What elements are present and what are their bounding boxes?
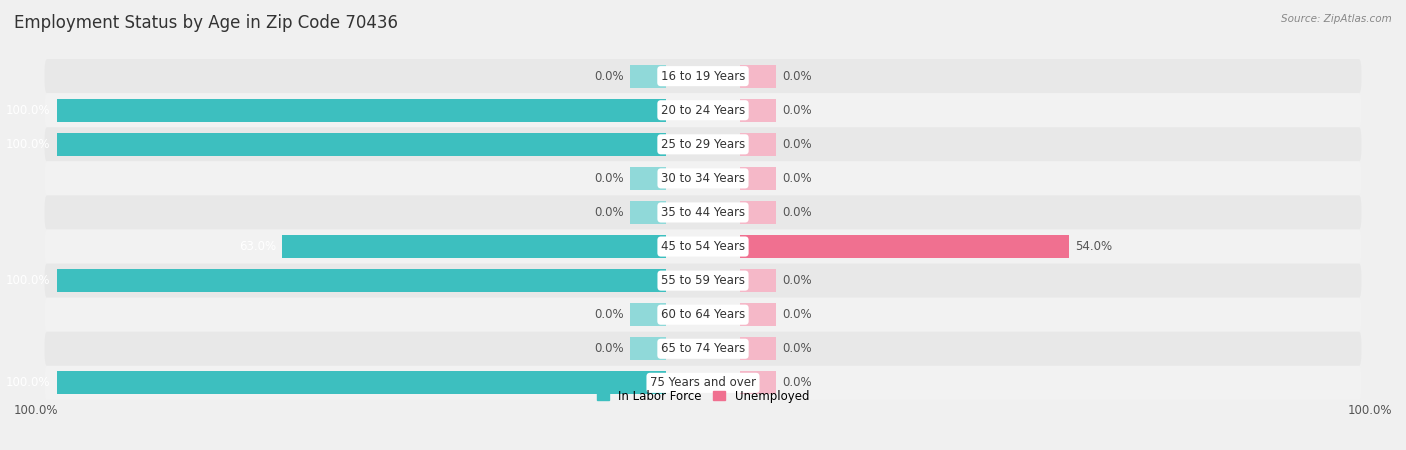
Bar <box>56 133 666 156</box>
Bar <box>740 303 776 326</box>
Text: 0.0%: 0.0% <box>782 274 811 287</box>
Text: 0.0%: 0.0% <box>782 308 811 321</box>
Text: 0.0%: 0.0% <box>782 376 811 389</box>
Text: 65 to 74 Years: 65 to 74 Years <box>661 342 745 355</box>
Text: Employment Status by Age in Zip Code 70436: Employment Status by Age in Zip Code 704… <box>14 14 398 32</box>
FancyBboxPatch shape <box>45 127 1361 162</box>
Bar <box>56 371 666 395</box>
Legend: In Labor Force, Unemployed: In Labor Force, Unemployed <box>598 390 808 403</box>
Text: 100.0%: 100.0% <box>1347 404 1392 417</box>
Text: 100.0%: 100.0% <box>14 404 59 417</box>
Bar <box>630 167 666 190</box>
Text: 0.0%: 0.0% <box>595 206 624 219</box>
Text: 16 to 19 Years: 16 to 19 Years <box>661 70 745 83</box>
FancyBboxPatch shape <box>45 264 1361 297</box>
Bar <box>740 99 776 122</box>
Text: 60 to 64 Years: 60 to 64 Years <box>661 308 745 321</box>
Text: 25 to 29 Years: 25 to 29 Years <box>661 138 745 151</box>
Bar <box>740 167 776 190</box>
Text: 0.0%: 0.0% <box>595 308 624 321</box>
Bar <box>740 371 776 395</box>
FancyBboxPatch shape <box>45 195 1361 230</box>
Bar <box>740 133 776 156</box>
Bar <box>630 201 666 224</box>
Text: 100.0%: 100.0% <box>6 376 51 389</box>
Bar <box>630 64 666 88</box>
Text: 75 Years and over: 75 Years and over <box>650 376 756 389</box>
FancyBboxPatch shape <box>45 93 1361 127</box>
Text: 100.0%: 100.0% <box>6 104 51 117</box>
Text: 100.0%: 100.0% <box>6 138 51 151</box>
Text: 0.0%: 0.0% <box>595 172 624 185</box>
Bar <box>740 201 776 224</box>
Text: 20 to 24 Years: 20 to 24 Years <box>661 104 745 117</box>
Bar <box>283 235 666 258</box>
Bar <box>56 99 666 122</box>
Text: 45 to 54 Years: 45 to 54 Years <box>661 240 745 253</box>
Text: 0.0%: 0.0% <box>782 342 811 355</box>
Text: 35 to 44 Years: 35 to 44 Years <box>661 206 745 219</box>
Bar <box>630 337 666 360</box>
FancyBboxPatch shape <box>45 59 1361 93</box>
Text: 63.0%: 63.0% <box>239 240 276 253</box>
Text: Source: ZipAtlas.com: Source: ZipAtlas.com <box>1281 14 1392 23</box>
Text: 0.0%: 0.0% <box>782 206 811 219</box>
Text: 0.0%: 0.0% <box>595 342 624 355</box>
Text: 100.0%: 100.0% <box>6 274 51 287</box>
Bar <box>630 303 666 326</box>
Bar <box>740 269 776 292</box>
Bar <box>740 235 1069 258</box>
Bar <box>56 269 666 292</box>
Text: 55 to 59 Years: 55 to 59 Years <box>661 274 745 287</box>
Text: 0.0%: 0.0% <box>782 104 811 117</box>
Bar <box>740 337 776 360</box>
Text: 0.0%: 0.0% <box>595 70 624 83</box>
Text: 0.0%: 0.0% <box>782 138 811 151</box>
Text: 0.0%: 0.0% <box>782 70 811 83</box>
FancyBboxPatch shape <box>45 332 1361 366</box>
FancyBboxPatch shape <box>45 162 1361 195</box>
FancyBboxPatch shape <box>45 366 1361 400</box>
FancyBboxPatch shape <box>45 297 1361 332</box>
Text: 0.0%: 0.0% <box>782 172 811 185</box>
FancyBboxPatch shape <box>45 230 1361 264</box>
Bar <box>740 64 776 88</box>
Text: 30 to 34 Years: 30 to 34 Years <box>661 172 745 185</box>
Text: 54.0%: 54.0% <box>1076 240 1112 253</box>
